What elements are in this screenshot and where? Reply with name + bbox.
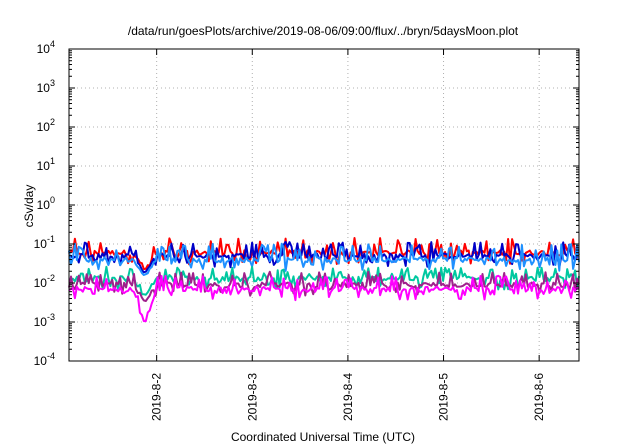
y-tick-label: 102 [37, 117, 55, 134]
y-tick-label: 10-2 [34, 273, 55, 290]
chart-title: /data/run/goesPlots/archive/2019-08-06/0… [128, 24, 519, 38]
y-tick-label: 101 [37, 156, 55, 173]
y-axis-label: cSv/day [22, 185, 36, 228]
y-tick-label: 10-4 [34, 351, 55, 368]
x-tick-label: 2019-8-5 [437, 373, 451, 421]
y-tick-label: 104 [37, 39, 55, 56]
series-line [68, 240, 580, 274]
series-line [68, 274, 580, 323]
series-lines [68, 237, 580, 323]
x-tick-label: 2019-8-4 [341, 373, 355, 421]
y-tick-label: 100 [37, 195, 55, 212]
y-tick-label: 10-1 [34, 234, 55, 251]
grid [69, 49, 579, 361]
series-line [68, 242, 580, 276]
y-tick-label: 103 [37, 78, 55, 95]
x-axis: 2019-8-2 2019-8-3 2019-8-4 2019-8-5 2019-8-6 [150, 49, 546, 421]
x-tick-label: 2019-8-3 [245, 373, 259, 421]
x-axis-label: Coordinated Universal Time (UTC) [231, 430, 415, 444]
y-tick-label: 10-3 [34, 312, 55, 329]
x-tick-label: 2019-8-6 [532, 373, 546, 421]
y-axis: 10-4 10-3 10-2 10-1 100 101 102 103 104 [34, 39, 579, 368]
x-tick-label: 2019-8-2 [150, 373, 164, 421]
